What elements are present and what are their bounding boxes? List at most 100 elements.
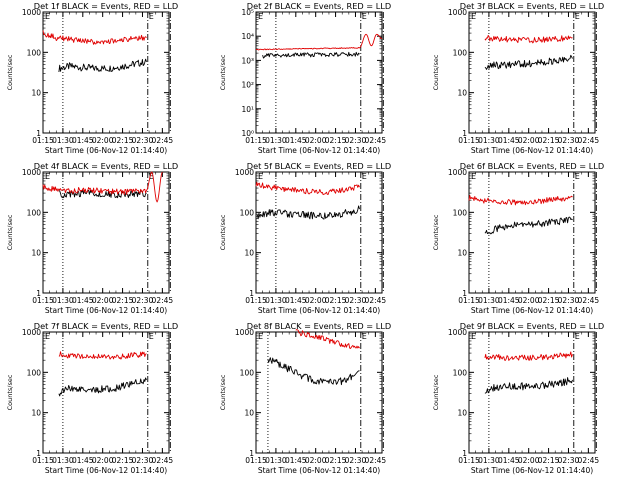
corner-mark-right: E [575,12,580,21]
x-tick-label: 02:45 [152,136,174,145]
x-tick-label: 01:15 [32,456,54,465]
x-tick-label: 02:15 [538,136,560,145]
y-tick-label: 10 [31,409,41,418]
x-tick-label: 01:15 [245,456,267,465]
y-tick-label: 1000 [448,328,467,337]
x-axis-label: Start Time (06-Nov-12 01:14:40) [471,306,593,315]
y-tick-label: 10 [457,409,467,418]
x-tick-label: 02:00 [92,456,114,465]
y-tick-label: 10⁰ [241,129,254,138]
x-tick-label: 02:45 [365,296,387,305]
chart-svg: Det 8f BLACK = Events, RED = LLD 1 10 100 10… [219,321,391,475]
detector-panel-2: Det 2f BLACK = Events, RED = LLD 10⁰ 10¹ 10… [213,0,426,160]
x-axis-label: Start Time (06-Nov-12 01:14:40) [45,146,167,155]
x-tick-label: 01:15 [32,296,54,305]
x-axis-label: Start Time (06-Nov-12 01:14:40) [471,146,593,155]
x-tick-label: 01:45 [285,456,307,465]
x-tick-label: 02:45 [152,296,174,305]
detector-panel-5: Det 5f BLACK = Events, RED = LLD 1 10 100 10… [213,160,426,320]
corner-mark-left: E [258,172,263,181]
lld-series-line [468,195,573,206]
y-axis-label: Counts/sec [219,54,227,90]
x-tick-label: 01:45 [498,136,520,145]
chart-title: Det 6f BLACK = Events, RED = LLD [460,161,604,171]
plot-frame [468,11,596,134]
lld-series-line [256,33,383,51]
y-tick-label: 100 [240,368,255,377]
lld-series-line [42,30,147,45]
events-series-line [256,205,360,220]
corner-mark-left: E [258,12,263,21]
y-tick-label: 1 [249,449,254,458]
events-series-line [262,51,360,59]
detector-panel-1: Det 1f BLACK = Events, RED = LLD 1 10 100 10… [0,0,213,160]
y-tick-label: 100 [453,368,468,377]
y-axis-label: Counts/sec [432,374,440,410]
x-tick-label: 01:15 [245,136,267,145]
corner-mark-right: E [149,12,154,21]
y-tick-label: 1 [462,129,467,138]
x-tick-label: 01:45 [285,136,307,145]
corner-mark-right: E [149,172,154,181]
events-series-line [484,216,573,235]
x-tick-label: 01:30 [478,296,500,305]
x-tick-label: 02:00 [518,456,540,465]
x-tick-label: 01:45 [72,456,94,465]
chart-svg: Det 7f BLACK = Events, RED = LLD 1 10 100 10… [6,321,178,475]
x-tick-label: 01:30 [52,456,74,465]
x-tick-label: 02:15 [112,136,134,145]
y-tick-label: 10³ [241,56,254,65]
x-tick-label: 02:15 [325,136,347,145]
y-tick-label: 100 [453,48,468,57]
y-tick-label: 10 [31,249,41,258]
x-tick-label: 02:15 [538,456,560,465]
plot-frame [255,11,383,134]
plot-frame [42,331,170,454]
chart-title: Det 3f BLACK = Events, RED = LLD [460,1,604,11]
x-tick-label: 02:45 [365,136,387,145]
y-tick-label: 100 [27,208,42,217]
y-tick-label: 10¹ [241,105,254,114]
y-tick-label: 1 [249,289,254,298]
y-tick-label: 1 [462,449,467,458]
x-tick-label: 01:15 [458,456,480,465]
chart-title: Det 9f BLACK = Events, RED = LLD [460,321,604,331]
x-tick-label: 01:45 [498,296,520,305]
corner-mark-left: E [45,172,50,181]
x-tick-label: 01:15 [458,136,480,145]
plot-frame [42,11,170,134]
y-tick-label: 10⁴ [241,32,254,41]
y-axis-label: Counts/sec [432,214,440,250]
x-tick-label: 01:30 [265,136,287,145]
y-tick-label: 10 [457,89,467,98]
x-tick-label: 01:15 [32,136,54,145]
x-tick-label: 02:15 [112,296,134,305]
lld-series-line [58,351,147,360]
chart-svg: Det 1f BLACK = Events, RED = LLD 1 10 100 10… [6,1,178,155]
y-tick-label: 10 [244,249,254,258]
y-tick-label: 100 [27,368,42,377]
x-tick-label: 02:45 [578,136,600,145]
detector-panel-3: Det 3f BLACK = Events, RED = LLD 1 10 100 10… [426,0,639,160]
x-tick-label: 02:30 [345,296,367,305]
chart-svg: Det 6f BLACK = Events, RED = LLD 1 10 100 10… [432,161,604,315]
chart-title: Det 1f BLACK = Events, RED = LLD [34,1,178,11]
detector-panel-6: Det 6f BLACK = Events, RED = LLD 1 10 100 10… [426,160,639,320]
x-axis-label: Start Time (06-Nov-12 01:14:40) [45,306,167,315]
x-tick-label: 02:45 [152,456,174,465]
corner-mark-left: E [45,332,50,341]
corner-mark-right: E [149,332,154,341]
plot-frame [468,331,596,454]
detector-panel-9: Det 9f BLACK = Events, RED = LLD 1 10 100 10… [426,320,639,480]
y-axis-label: Counts/sec [219,214,227,250]
events-series-line [58,58,147,73]
y-axis-label: Counts/sec [6,54,14,90]
y-axis-label: Counts/sec [432,54,440,90]
x-tick-label: 01:45 [72,296,94,305]
x-tick-label: 02:00 [92,296,114,305]
y-tick-label: 10 [31,89,41,98]
x-axis-label: Start Time (06-Nov-12 01:14:40) [258,306,380,315]
x-tick-label: 02:00 [518,136,540,145]
chart-title: Det 4f BLACK = Events, RED = LLD [34,161,178,171]
x-tick-label: 01:30 [52,136,74,145]
